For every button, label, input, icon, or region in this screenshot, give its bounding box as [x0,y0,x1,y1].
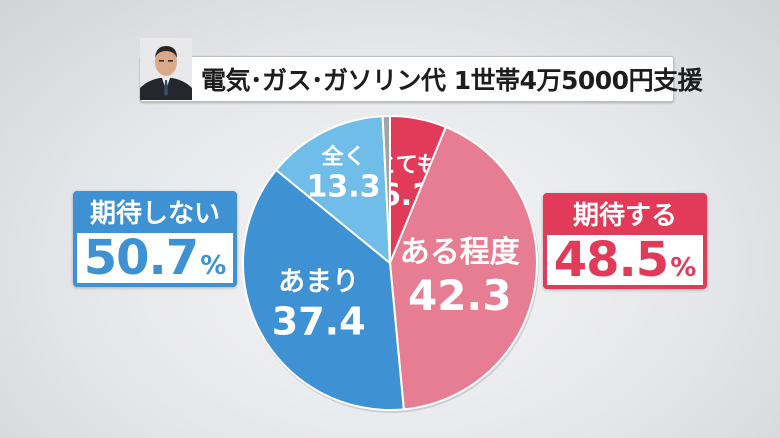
pie-slice-3 [242,168,405,411]
summary-value-not-expecting: 50.7% [77,233,233,294]
pie-label-3: あまり [278,267,359,298]
pie-value-3: 37.4 [272,299,366,343]
summary-label-expecting: 期待する [547,197,703,235]
summary-box-not-expecting: 期待しない 50.7% [73,191,237,287]
pie-label-2: ある程度 [400,235,520,270]
summary-value-expecting: 48.5% [547,235,703,296]
pie-value-4: 13.3 [307,170,381,205]
summary-box-expecting: 期待する 48.5% [543,193,707,289]
pie-slice-5 [381,114,391,264]
pie-value-2: 42.3 [408,271,512,320]
summary-number-expecting: 48.5 [553,232,669,288]
headline-title: 電気･ガス･ガソリン代 1世帯4万5000円支援 [201,66,703,95]
summary-label-not-expecting: 期待しない [77,195,233,233]
headline-banner: 電気･ガス･ガソリン代 1世帯4万5000円支援 [140,56,703,102]
summary-number-not-expecting: 50.7 [83,230,199,286]
pie-slice-2 [388,125,538,411]
summary-unit-expecting: % [670,253,697,283]
pie-slice-4 [274,115,392,266]
pie-label-4: 全く [321,144,366,170]
summary-unit-not-expecting: % [200,251,227,281]
speaker-photo [140,38,192,100]
